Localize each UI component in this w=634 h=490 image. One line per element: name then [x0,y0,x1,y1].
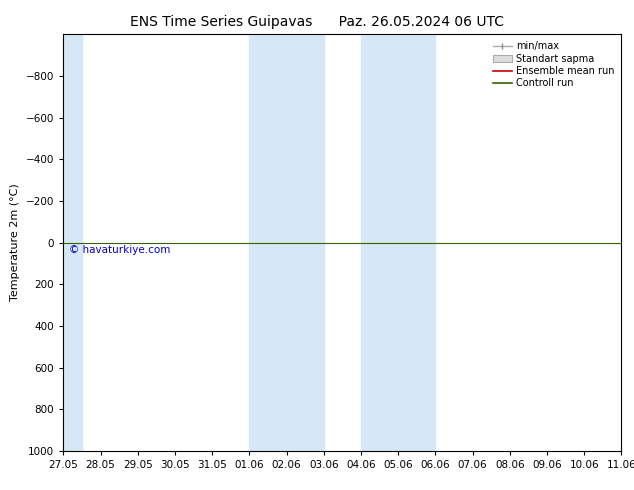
Text: ENS Time Series Guipavas      Paz. 26.05.2024 06 UTC: ENS Time Series Guipavas Paz. 26.05.2024… [130,15,504,29]
Bar [361,34,436,451]
Bar [63,34,82,451]
Bar [249,34,324,451]
Y-axis label: Temperature 2m (°C): Temperature 2m (°C) [10,184,20,301]
Legend: min/max, Standart sapma, Ensemble mean run, Controll run: min/max, Standart sapma, Ensemble mean r… [489,37,618,92]
Text: © havaturkiye.com: © havaturkiye.com [69,245,171,255]
